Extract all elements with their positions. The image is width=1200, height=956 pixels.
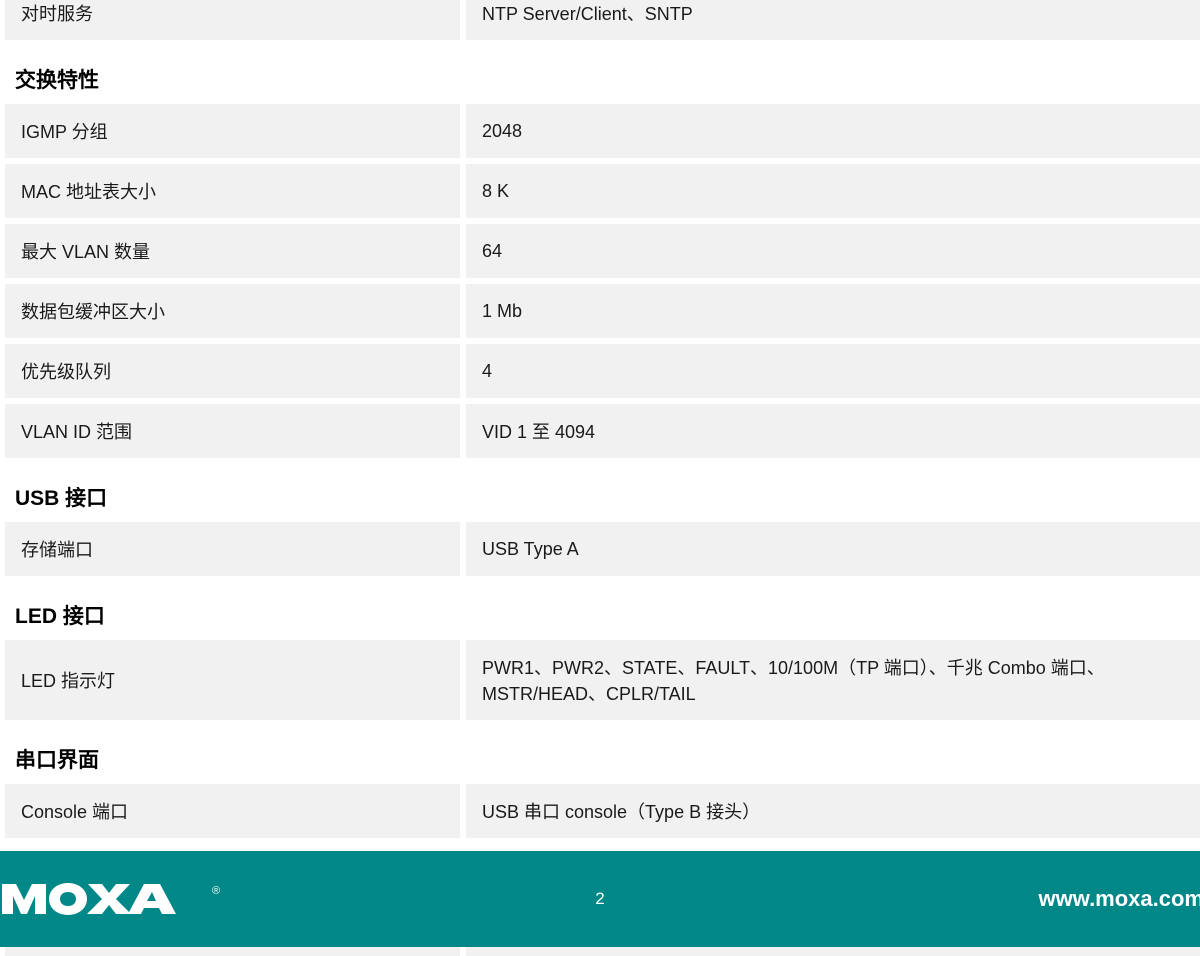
moxa-logo-icon: ® bbox=[2, 882, 222, 916]
spec-value: NTP Server/Client、SNTP bbox=[466, 0, 1200, 40]
spec-value: 64 bbox=[466, 224, 1200, 278]
spec-value: 4 bbox=[466, 344, 1200, 398]
spec-label: IGMP 分组 bbox=[5, 104, 460, 158]
spec-value: 1 Mb bbox=[466, 284, 1200, 338]
spec-content: 对时服务 NTP Server/Client、SNTP 交换特性IGMP 分组2… bbox=[0, 0, 1200, 956]
spec-row: VLAN ID 范围VID 1 至 4094 bbox=[5, 404, 1200, 458]
svg-text:®: ® bbox=[212, 885, 220, 897]
spec-row: 优先级队列4 bbox=[5, 344, 1200, 398]
spec-label: 数据包缓冲区大小 bbox=[5, 284, 460, 338]
page-footer: ® 2 www.moxa.com bbox=[0, 851, 1200, 947]
section-title: 交换特性 bbox=[5, 46, 1200, 104]
spec-label: VLAN ID 范围 bbox=[5, 404, 460, 458]
spec-label: 最大 VLAN 数量 bbox=[5, 224, 460, 278]
spec-row: Console 端口USB 串口 console（Type B 接头） bbox=[5, 784, 1200, 838]
spec-value: 8 K bbox=[466, 164, 1200, 218]
spec-label: 优先级队列 bbox=[5, 344, 460, 398]
brand-logo: ® bbox=[0, 882, 222, 916]
website-url: www.moxa.com bbox=[1039, 886, 1200, 912]
section-title: USB 接口 bbox=[5, 464, 1200, 522]
spec-row: 数据包缓冲区大小1 Mb bbox=[5, 284, 1200, 338]
spec-row: 对时服务 NTP Server/Client、SNTP bbox=[5, 0, 1200, 40]
spec-row: 存储端口USB Type A bbox=[5, 522, 1200, 576]
spec-label: MAC 地址表大小 bbox=[5, 164, 460, 218]
page-number: 2 bbox=[595, 889, 604, 909]
spec-label: LED 指示灯 bbox=[5, 640, 460, 720]
spec-label: 存储端口 bbox=[5, 522, 460, 576]
spec-value: PWR1、PWR2、STATE、FAULT、10/100M（TP 端口）、千兆 … bbox=[466, 640, 1200, 720]
spec-row: 最大 VLAN 数量64 bbox=[5, 224, 1200, 278]
spec-row: IGMP 分组2048 bbox=[5, 104, 1200, 158]
spec-row: MAC 地址表大小8 K bbox=[5, 164, 1200, 218]
spec-value: USB Type A bbox=[466, 522, 1200, 576]
spec-value: 2048 bbox=[466, 104, 1200, 158]
spec-label: 对时服务 bbox=[5, 0, 460, 40]
spec-row: LED 指示灯PWR1、PWR2、STATE、FAULT、10/100M（TP … bbox=[5, 640, 1200, 720]
section-title: 串口界面 bbox=[5, 726, 1200, 784]
section-title: LED 接口 bbox=[5, 582, 1200, 640]
spec-value: USB 串口 console（Type B 接头） bbox=[466, 784, 1200, 838]
spec-value: VID 1 至 4094 bbox=[466, 404, 1200, 458]
spec-label: Console 端口 bbox=[5, 784, 460, 838]
